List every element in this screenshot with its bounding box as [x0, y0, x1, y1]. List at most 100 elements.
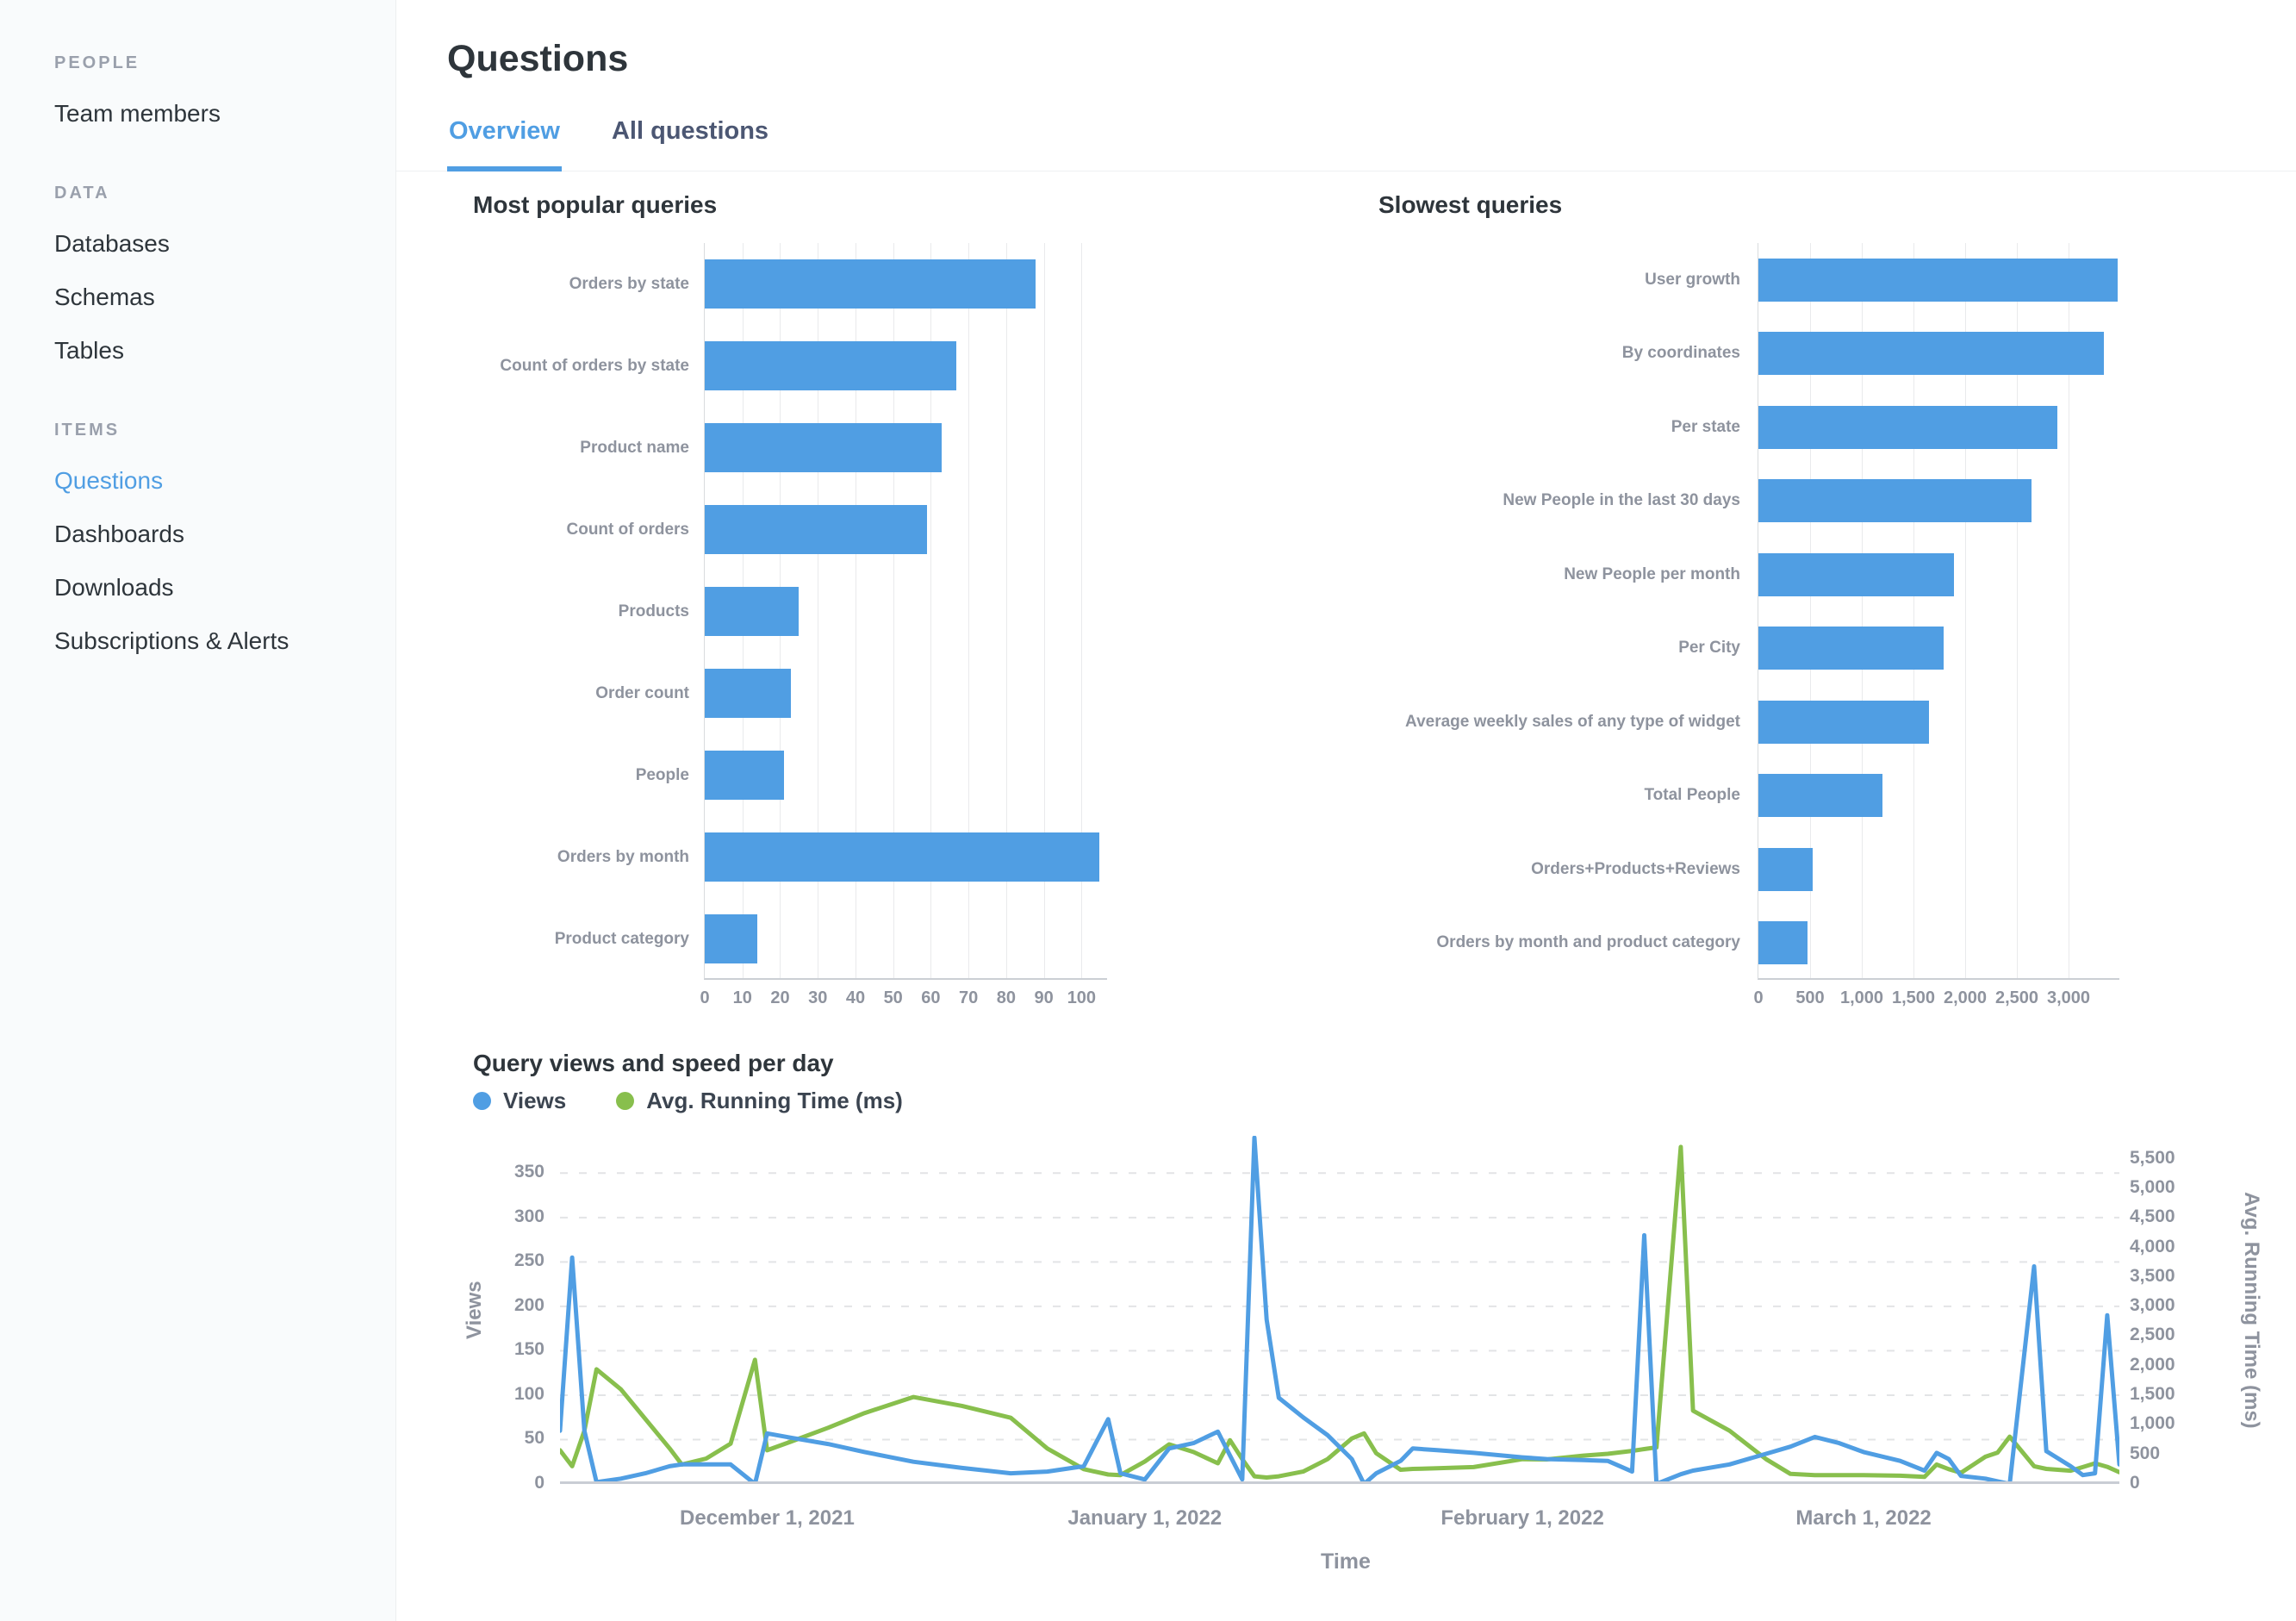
y-tick-right: 5,000 [2130, 1176, 2175, 1197]
series-views[interactable] [557, 1135, 2122, 1487]
bar-count-of-orders-by-state[interactable] [705, 341, 957, 390]
y-tick-right: 3,500 [2130, 1265, 2175, 1286]
gridline [1043, 243, 1045, 978]
bar-row-total-people[interactable] [1758, 759, 2119, 833]
gridline [1081, 243, 1083, 978]
bar-label-by-coordinates: By coordinates [1621, 344, 1740, 363]
tab-all-questions[interactable]: All questions [611, 117, 769, 145]
bar-product-category[interactable] [705, 914, 758, 963]
legend-label: Avg. Running Time (ms) [646, 1088, 903, 1113]
bar-label-product-category: Product category [554, 929, 689, 948]
slowest-queries-plot: User growth By coordinates Per state New Pe… [1378, 243, 2119, 1019]
bar-average-weekly-sales-of-any-type-of-widget[interactable] [1758, 700, 1929, 744]
bar-label-user-growth: User growth [1645, 270, 1740, 289]
gridline [2017, 243, 2018, 978]
bar-row-order-count[interactable] [705, 652, 1107, 734]
bar-row-average-weekly-sales-of-any-type-of-widget[interactable] [1758, 685, 2119, 759]
bar-row-product-name[interactable] [705, 407, 1107, 489]
bar-row-count-of-orders-by-state[interactable] [705, 325, 1107, 407]
bar-per-city[interactable] [1758, 627, 1944, 670]
tab-overview[interactable]: Overview [447, 103, 562, 171]
y-tick-right: 2,000 [2130, 1354, 2175, 1375]
bar-by-coordinates[interactable] [1758, 332, 2105, 376]
bar-row-orders-by-state[interactable] [705, 243, 1107, 325]
bar-row-count-of-orders[interactable] [705, 489, 1107, 570]
bar-orders-products-reviews[interactable] [1758, 847, 1814, 891]
line-chart-title: Query views and speed per day [473, 1050, 834, 1076]
bar-label-total-people: Total People [1644, 786, 1740, 805]
bar-total-people[interactable] [1758, 774, 1882, 818]
bar-orders-by-month-and-product-category[interactable] [1758, 921, 1808, 965]
bar-per-state[interactable] [1758, 405, 2058, 449]
y-tick-right: 2,500 [2130, 1325, 2175, 1345]
x-tick: 2,000 [1943, 988, 1988, 1007]
x-tick: 90 [1034, 988, 1054, 1007]
bar-people[interactable] [705, 751, 784, 800]
bar-products[interactable] [705, 587, 800, 636]
y-tick-left: 0 [534, 1473, 544, 1493]
legend-item-views[interactable]: Views [473, 1088, 566, 1114]
x-tick-december-1-2021: December 1, 2021 [679, 1506, 855, 1530]
sidebar-item-tables[interactable]: Tables [54, 337, 124, 364]
x-tick: 1,500 [1891, 988, 1936, 1007]
series-avg-running-time[interactable] [557, 1144, 2122, 1480]
bar-row-user-growth[interactable] [1758, 243, 2119, 317]
bar-label-orders-by-month-and-product-category: Orders by month and product category [1436, 933, 1740, 952]
sidebar-item-subscriptions-alerts[interactable]: Subscriptions & Alerts [54, 627, 289, 654]
x-tick: 10 [732, 988, 752, 1007]
bar-orders-by-state[interactable] [705, 259, 1036, 309]
bar-row-new-people-in-the-last-30-days[interactable] [1758, 464, 2119, 539]
bar-row-products[interactable] [705, 570, 1107, 652]
line-chart-plot [557, 1135, 2122, 1487]
gridline [968, 243, 970, 978]
bar-row-new-people-per-month[interactable] [1758, 538, 2119, 612]
sidebar-item-databases[interactable]: Databases [54, 230, 170, 257]
bar-count-of-orders[interactable] [705, 505, 927, 554]
bar-order-count[interactable] [705, 669, 792, 718]
bar-row-orders-products-reviews[interactable] [1758, 832, 2119, 907]
bar-row-people[interactable] [705, 734, 1107, 816]
y-tick-right: 1,000 [2130, 1413, 2175, 1434]
bar-new-people-in-the-last-30-days[interactable] [1758, 479, 2032, 523]
x-axis-label-time: Time [1321, 1549, 1371, 1574]
bar-label-order-count: Order count [595, 683, 689, 702]
bar-new-people-per-month[interactable] [1758, 552, 1955, 596]
bar-row-orders-by-month[interactable] [705, 816, 1107, 898]
x-tick-january-1-2022: January 1, 2022 [1067, 1506, 1223, 1530]
bar-user-growth[interactable] [1758, 258, 2118, 302]
bar-label-per-city: Per City [1678, 639, 1740, 658]
y-tick-right: 3,000 [2130, 1295, 2175, 1316]
bar-label-average-weekly-sales-of-any-type-of-widget: Average weekly sales of any type of widg… [1405, 712, 1740, 731]
bar-row-per-state[interactable] [1758, 390, 2119, 464]
legend-item-avg-running-time-ms[interactable]: Avg. Running Time (ms) [616, 1088, 903, 1114]
bar-label-products: Products [618, 602, 689, 620]
y-tick-left: 150 [513, 1339, 544, 1360]
bar-label-orders-products-reviews: Orders+Products+Reviews [1531, 859, 1740, 878]
bar-label-orders-by-month: Orders by month [557, 847, 689, 866]
x-axis-ticks: 0 10 20 30 40 50 60 70 80 90 100 [700, 978, 1107, 1016]
most-popular-queries-chart: Most popular queries Orders by state Coun… [473, 191, 1107, 1019]
gridline [893, 243, 894, 978]
bar-row-product-category[interactable] [705, 898, 1107, 980]
avg-running-time-ms-legend-dot-icon [616, 1092, 635, 1110]
chart-title-most-popular: Most popular queries [473, 191, 718, 218]
sidebar-item-schemas[interactable]: Schemas [54, 284, 155, 310]
y-tick-left: 50 [524, 1428, 544, 1449]
sidebar-item-downloads[interactable]: Downloads [54, 574, 174, 601]
gridline [1965, 243, 1966, 978]
bar-product-name[interactable] [705, 423, 942, 472]
bar-label-orders-by-state: Orders by state [569, 274, 689, 293]
bar-row-by-coordinates[interactable] [1758, 317, 2119, 391]
bar-orders-by-month[interactable] [705, 832, 1100, 882]
bar-row-orders-by-month-and-product-category[interactable] [1758, 907, 2119, 981]
y-tick-left: 250 [513, 1250, 544, 1271]
sidebar-item-questions[interactable]: Questions [54, 467, 164, 494]
sidebar-section-header-people: PEOPLE [54, 53, 140, 72]
bar-row-per-city[interactable] [1758, 612, 2119, 686]
sidebar-item-team-members[interactable]: Team members [54, 100, 221, 127]
gridline [1913, 243, 1914, 978]
bar-label-new-people-in-the-last-30-days: New People in the last 30 days [1503, 491, 1740, 510]
sidebar-item-dashboards[interactable]: Dashboards [54, 521, 184, 547]
x-tick: 20 [770, 988, 790, 1007]
bar-label-count-of-orders-by-state: Count of orders by state [500, 356, 689, 375]
